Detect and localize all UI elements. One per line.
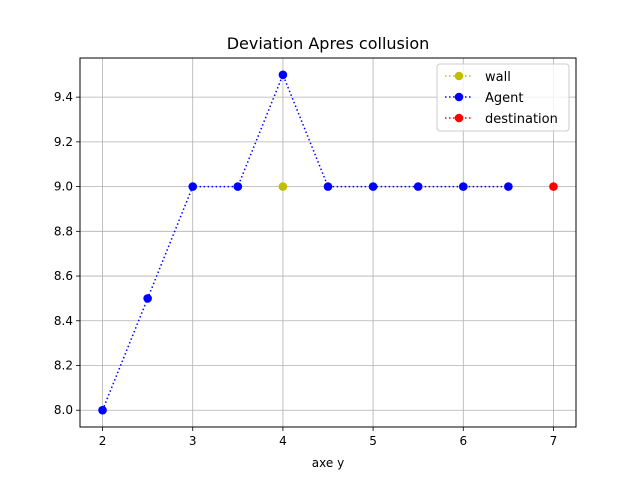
legend-marker xyxy=(454,71,464,81)
data-point xyxy=(233,182,243,191)
data-point xyxy=(143,294,152,303)
legend-box xyxy=(436,63,570,132)
legend-label: destination xyxy=(485,112,558,127)
legend-entry: wall xyxy=(445,70,511,85)
data-point xyxy=(278,70,288,80)
data-point xyxy=(458,182,468,191)
y-tick-label: 8.6 xyxy=(54,269,73,283)
y-tick-label: 8.4 xyxy=(54,314,73,328)
data-point xyxy=(278,182,288,191)
y-tick-label: 8.8 xyxy=(54,224,73,238)
legend-marker xyxy=(454,113,464,123)
legend-label: Agent xyxy=(485,91,523,106)
data-point xyxy=(368,182,378,191)
series-Agent xyxy=(98,70,513,415)
series-layer xyxy=(98,70,558,415)
plot-frame xyxy=(79,57,577,428)
x-axis: 2 3 4 5 6 7 xyxy=(99,427,558,448)
y-axis: 8.0 8.2 8.4 8.6 8.8 9.0 9.2 9.4 xyxy=(54,90,80,417)
x-tick-label: 5 xyxy=(369,434,377,448)
series-line xyxy=(101,72,509,411)
data-point xyxy=(413,182,423,191)
data-point xyxy=(188,182,198,191)
grid xyxy=(80,58,576,427)
chart-title: Deviation Apres collusion xyxy=(227,34,430,53)
legend: wall Agent destination xyxy=(436,63,570,132)
x-axis-label: axe y xyxy=(312,456,344,470)
y-tick-label: 9.4 xyxy=(54,90,73,104)
data-point xyxy=(504,182,513,191)
x-tick-label: 2 xyxy=(99,434,107,448)
series-destination xyxy=(549,182,558,191)
y-tick-label: 8.0 xyxy=(54,403,73,417)
x-tick-label: 3 xyxy=(189,434,197,448)
legend-marker xyxy=(454,92,464,102)
x-tick-label: 7 xyxy=(550,434,558,448)
x-tick-label: 6 xyxy=(459,434,467,448)
y-tick-label: 8.2 xyxy=(54,359,73,373)
data-point xyxy=(98,405,107,415)
series-wall xyxy=(278,182,288,191)
data-point xyxy=(323,182,333,191)
x-tick-label: 4 xyxy=(279,434,287,448)
y-tick-label: 9.0 xyxy=(54,180,73,194)
legend-entry: Agent xyxy=(445,91,523,106)
y-tick-label: 9.2 xyxy=(54,135,73,149)
data-point xyxy=(549,182,558,191)
legend-label: wall xyxy=(485,70,511,85)
legend-entry: destination xyxy=(445,112,558,127)
